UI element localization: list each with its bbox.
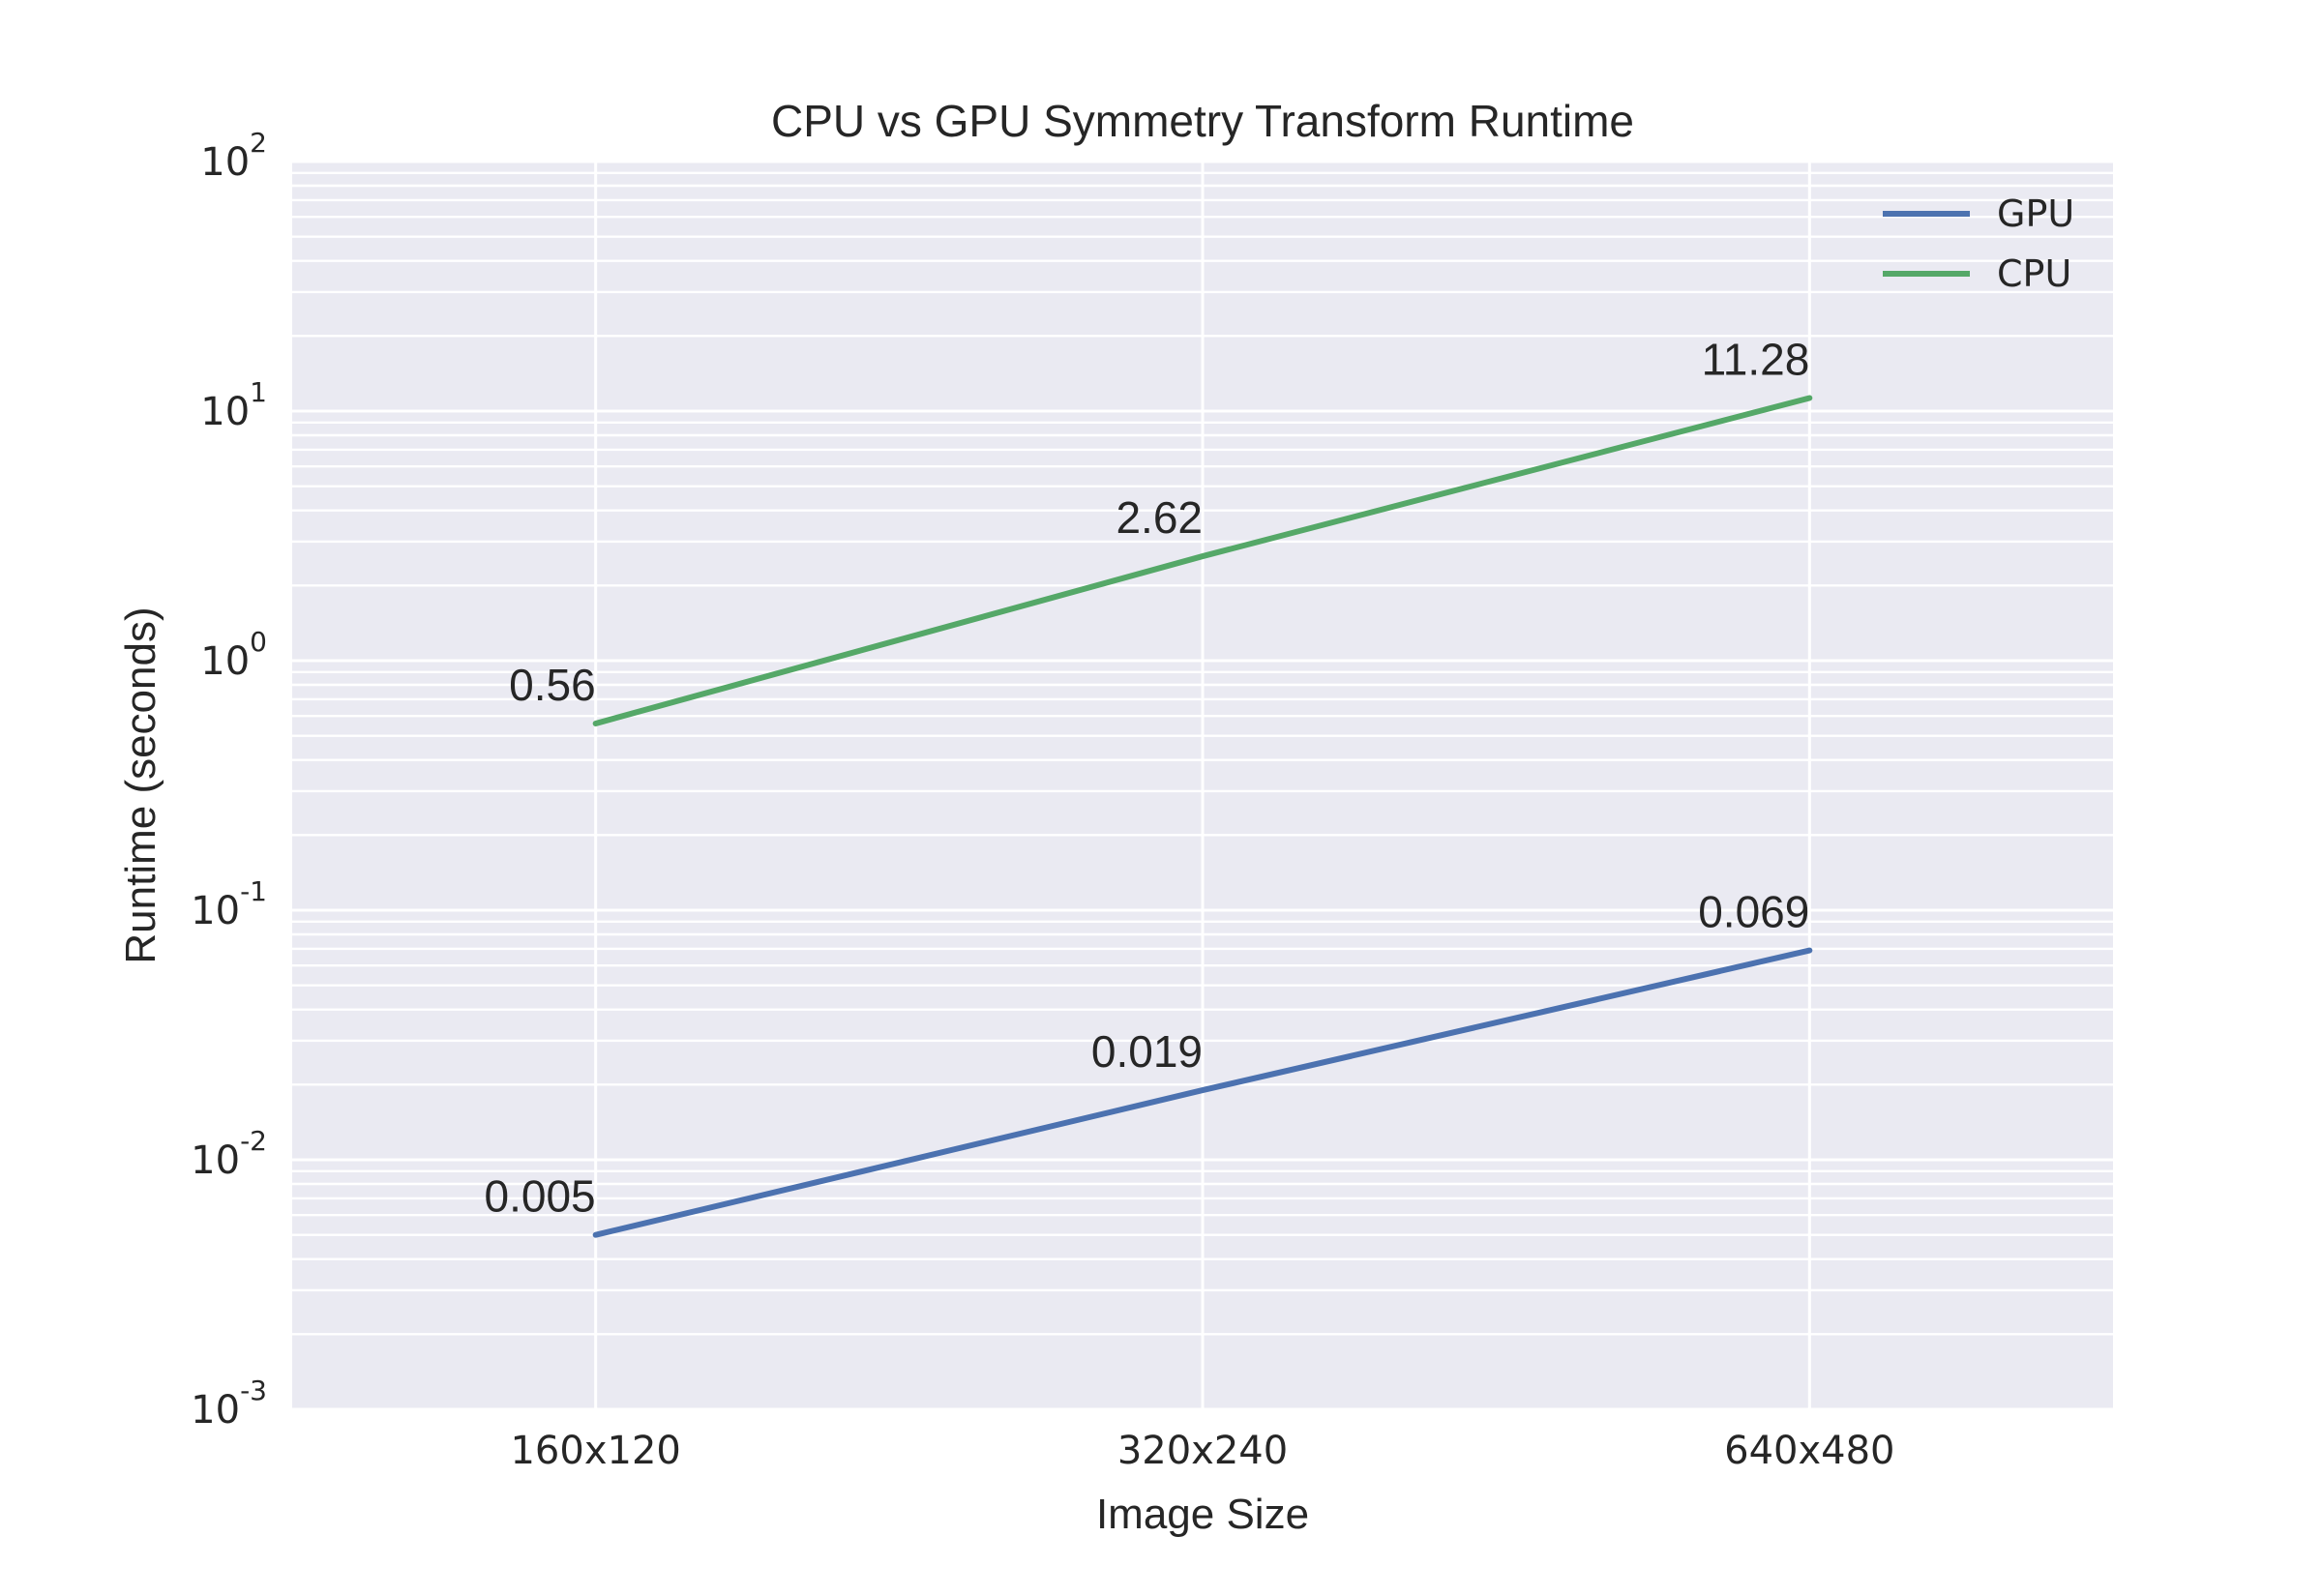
y-tick-labels: 10-3 10-2 10-1 100 101 102	[191, 127, 267, 1433]
data-label-gpu-0: 0.005	[485, 1171, 596, 1222]
y-tick-label: 101	[200, 376, 267, 434]
data-label-cpu-2: 11.28	[1702, 335, 1810, 385]
y-tick-label: 100	[200, 626, 267, 684]
x-axis-label: Image Size	[1096, 1491, 1309, 1538]
y-tick-label: 10-2	[191, 1125, 267, 1183]
data-label-gpu-2: 0.069	[1698, 887, 1809, 937]
series-line-cpu	[592, 395, 1813, 726]
y-tick-label: 10-3	[191, 1374, 267, 1433]
x-tick-label: 160x120	[510, 1429, 680, 1473]
y-axis-label: Runtime (seconds)	[117, 606, 164, 963]
x-tick-label: 640x480	[1724, 1429, 1894, 1473]
y-tick-label: 102	[200, 127, 267, 185]
legend-label-cpu: CPU	[1997, 252, 2071, 295]
data-label-gpu-1: 0.019	[1091, 1026, 1203, 1077]
data-label-cpu-1: 2.62	[1116, 492, 1203, 543]
series-line-gpu	[592, 947, 1813, 1238]
data-labels: 0.005 0.019 0.069 0.56 2.62 11.28	[485, 335, 1810, 1222]
series-lines	[592, 395, 1813, 1238]
x-tick-label: 320x240	[1117, 1429, 1288, 1473]
x-tick-labels: 160x120 320x240 640x480	[510, 1429, 1894, 1473]
legend-label-gpu: GPU	[1997, 192, 2074, 235]
legend: GPU CPU	[1883, 192, 2074, 295]
chart-title: CPU vs GPU Symmetry Transform Runtime	[771, 96, 1634, 146]
data-label-cpu-0: 0.56	[509, 660, 596, 710]
y-tick-label: 10-1	[191, 875, 267, 933]
grid-lines	[292, 160, 2113, 1411]
